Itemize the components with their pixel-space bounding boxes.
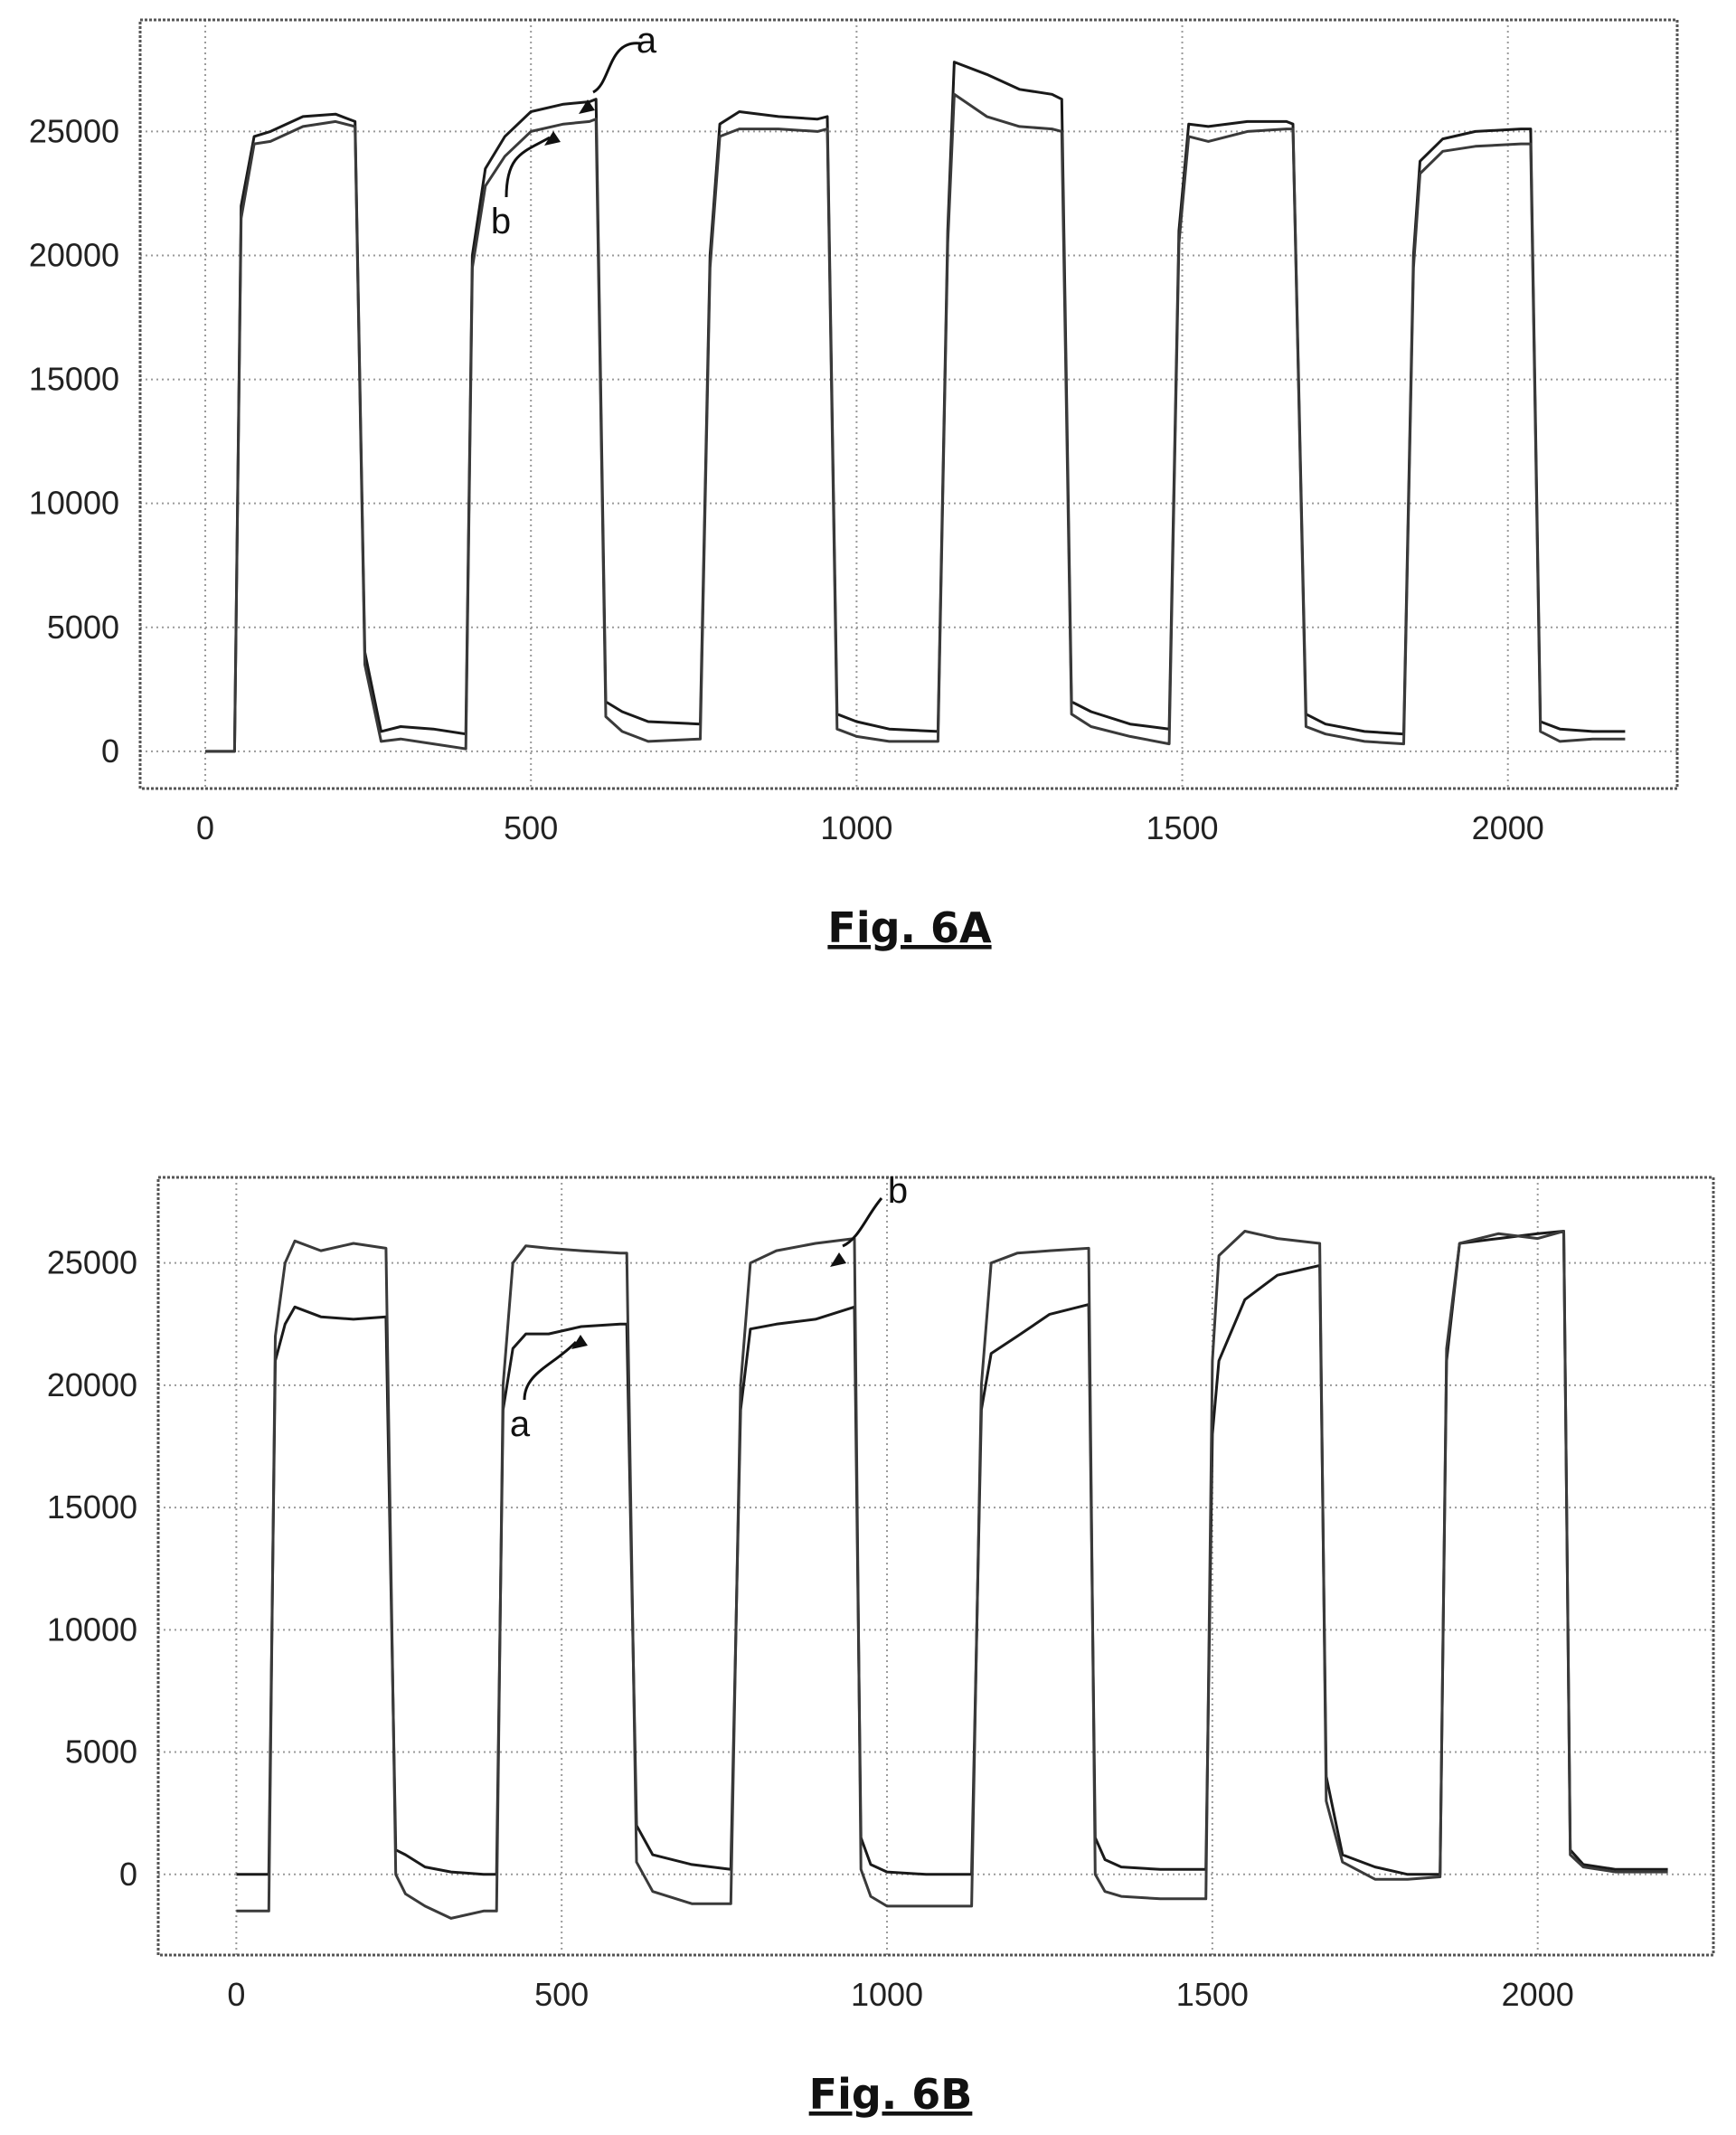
series-line-b bbox=[205, 92, 1626, 753]
y-tick-label: 10000 bbox=[47, 1611, 137, 1648]
x-tick-label: 1000 bbox=[820, 809, 892, 846]
tick-labels-a: 0 5000 10000 15000 20000 25000 0 500 1000 1500 200… bbox=[29, 112, 1544, 846]
annotation-arrowhead bbox=[830, 1252, 846, 1267]
annotation-leader bbox=[592, 42, 641, 94]
annotations-a: ab bbox=[491, 21, 657, 241]
plot-frame-a bbox=[138, 18, 1679, 790]
grid-a bbox=[140, 20, 1677, 789]
tick-labels-b: 0 5000 10000 15000 20000 25000 0 500 1000 1500 200… bbox=[47, 1244, 1574, 2013]
figure-caption-6a: Fig. 6A bbox=[827, 903, 992, 952]
annotation-label: a bbox=[510, 1404, 531, 1444]
y-tick-label: 5000 bbox=[65, 1734, 137, 1771]
y-tick-label: 5000 bbox=[47, 609, 119, 646]
series-line-a bbox=[205, 61, 1626, 753]
x-tick-label: 1000 bbox=[851, 1976, 923, 2013]
annotations-b: ba bbox=[510, 1171, 908, 1444]
y-tick-label: 20000 bbox=[47, 1366, 137, 1403]
y-tick-label: 10000 bbox=[29, 485, 119, 522]
figure-caption-6b: Fig. 6B bbox=[809, 2070, 973, 2119]
x-tick-label: 500 bbox=[534, 1976, 589, 2013]
annotation-leader bbox=[523, 1340, 578, 1401]
y-tick-label: 15000 bbox=[47, 1488, 137, 1526]
annotation-leader bbox=[505, 136, 551, 198]
annotation-arrowhead bbox=[579, 99, 595, 114]
series-b bbox=[236, 1230, 1668, 1920]
y-tick-label: 25000 bbox=[29, 112, 119, 149]
plot-border bbox=[156, 1176, 1715, 1957]
chart-fig-6b: 0 5000 10000 15000 20000 25000 0 500 1000 1500 200… bbox=[47, 1171, 1715, 2119]
y-tick-label: 0 bbox=[119, 1856, 137, 1893]
plot-frame-b bbox=[156, 1176, 1715, 1957]
annotation-leader bbox=[842, 1197, 883, 1248]
x-tick-label: 2000 bbox=[1472, 809, 1544, 846]
annotation-arrowhead bbox=[571, 1335, 588, 1349]
x-tick-label: 2000 bbox=[1502, 1976, 1574, 2013]
y-tick-label: 15000 bbox=[29, 361, 119, 398]
x-tick-label: 0 bbox=[196, 809, 214, 846]
annotation-label: b bbox=[888, 1171, 908, 1211]
annotation-label: a bbox=[637, 21, 657, 61]
x-tick-label: 1500 bbox=[1146, 809, 1218, 846]
x-tick-label: 1500 bbox=[1176, 1976, 1249, 2013]
chart-fig-6a: 0 5000 10000 15000 20000 25000 0 500 1000 1500 200… bbox=[29, 18, 1679, 952]
x-tick-label: 0 bbox=[227, 1976, 245, 2013]
series-line-a bbox=[236, 1230, 1668, 1876]
x-tick-label: 500 bbox=[504, 809, 558, 846]
series-a bbox=[205, 61, 1626, 753]
annotation-label: b bbox=[491, 202, 511, 241]
annotation-arrowhead bbox=[544, 131, 561, 146]
y-tick-label: 20000 bbox=[29, 236, 119, 273]
y-tick-label: 25000 bbox=[47, 1244, 137, 1281]
plot-border bbox=[138, 18, 1679, 790]
y-tick-label: 0 bbox=[101, 732, 119, 770]
series-line-b bbox=[236, 1230, 1668, 1920]
